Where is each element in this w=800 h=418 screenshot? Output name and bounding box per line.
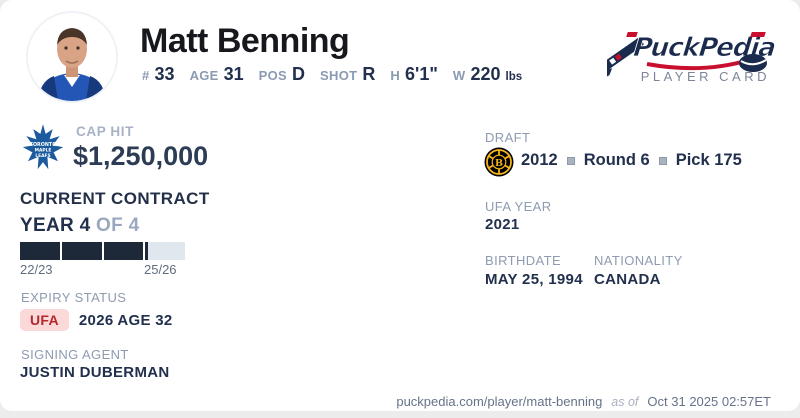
- draft-pick: Pick 175: [675, 151, 742, 169]
- footer: puckpedia.com/player/matt-benning as of …: [396, 394, 771, 409]
- stat-weight: W 220 lbs: [452, 64, 523, 84]
- expiry-detail: 2026 AGE 32: [78, 311, 173, 329]
- stat-number: # 33: [142, 64, 175, 84]
- nationality-value: CANADA: [594, 271, 661, 288]
- contract-last-season: 25/26: [144, 262, 177, 277]
- stat-height: H 6'1": [390, 64, 438, 84]
- draft-details-row: 2012 Round 6 Pick 175: [521, 151, 742, 170]
- contract-year-current: YEAR 4: [20, 215, 91, 236]
- square-separator-icon: [658, 156, 667, 165]
- player-stats-row: # 33 AGE 31 POS D SHOT R H 6'1" W 220: [142, 64, 522, 85]
- draft-label: DRAFT: [485, 130, 531, 145]
- cap-hit-value: $1,250,000: [73, 141, 209, 171]
- contract-year-segment: [145, 242, 185, 260]
- cap-hit-label: CAP HIT: [76, 124, 134, 139]
- footer-url-link[interactable]: puckpedia.com/player/matt-benning: [396, 394, 603, 409]
- player-headshot: [26, 11, 118, 103]
- player-headshot-image: [28, 13, 116, 101]
- stat-position: POS D: [258, 64, 306, 84]
- signing-agent-label: SIGNING AGENT: [21, 347, 129, 362]
- contract-year-line: YEAR 4 OF 4: [20, 215, 139, 237]
- contract-year-total: OF 4: [90, 215, 140, 236]
- draft-round: Round 6: [583, 151, 650, 169]
- expiry-status-label: EXPIRY STATUS: [21, 290, 127, 305]
- expiry-status-row: UFA 2026 AGE 32: [20, 309, 173, 331]
- nationality-label: NATIONALITY: [594, 253, 683, 268]
- square-separator-icon: [566, 156, 575, 165]
- ufa-status-badge: UFA: [20, 309, 69, 331]
- stat-age: AGE 31: [189, 64, 244, 84]
- svg-text:MAPLE: MAPLE: [35, 148, 52, 154]
- contract-year-segment: [103, 242, 144, 260]
- stat-shot: SHOT R: [320, 64, 376, 84]
- contract-year-segment: [20, 242, 60, 260]
- player-card-tagline: PLAYER CARD: [640, 69, 770, 84]
- footer-timestamp: Oct 31 2025 02:57ET: [647, 394, 771, 409]
- signing-agent-name: JUSTIN DUBERMAN: [20, 364, 170, 381]
- contract-year-segment: [61, 242, 102, 260]
- svg-text:B: B: [495, 158, 503, 169]
- current-contract-title: CURRENT CONTRACT: [20, 189, 210, 208]
- birthdate-label: BIRTHDATE: [485, 253, 562, 268]
- boston-bruins-logo: B: [484, 147, 514, 177]
- player-name: Matt Benning: [140, 22, 350, 60]
- ufa-year-value: 2021: [485, 216, 520, 233]
- birthdate-value: MAY 25, 1994: [485, 271, 583, 288]
- svg-text:TORONTO: TORONTO: [30, 142, 57, 148]
- footer-as-of-label: as of: [611, 395, 639, 409]
- ufa-year-label: UFA YEAR: [485, 199, 552, 214]
- svg-text:PuckPedia: PuckPedia: [632, 33, 775, 63]
- contract-start-season: 22/23: [20, 262, 53, 277]
- draft-year: 2012: [521, 151, 558, 169]
- toronto-maple-leafs-logo: TORONTO MAPLE LEAFS: [22, 124, 64, 170]
- puckpedia-logo[interactable]: PuckPedia: [607, 16, 775, 82]
- contract-progress-bar: [20, 242, 185, 260]
- svg-text:LEAFS: LEAFS: [35, 153, 50, 159]
